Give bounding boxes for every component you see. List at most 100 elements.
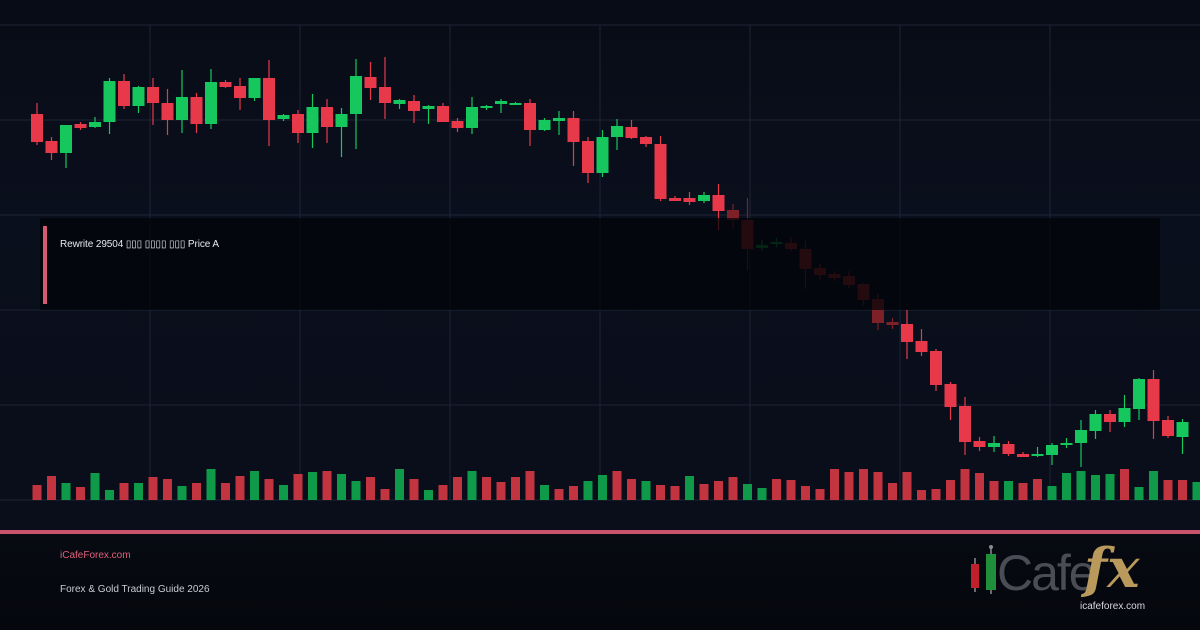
candle-body xyxy=(1162,420,1174,436)
candle-body xyxy=(190,97,203,124)
volume-bar xyxy=(830,469,839,500)
volume-bar xyxy=(1105,474,1115,500)
volume-bar xyxy=(569,486,578,500)
volume-bar xyxy=(641,481,651,500)
volume-bar xyxy=(989,481,999,500)
volume-bar xyxy=(844,472,854,500)
volume-bar xyxy=(786,480,796,500)
volume-bar xyxy=(540,485,549,500)
volume-bar xyxy=(380,489,390,500)
candle-body xyxy=(89,122,101,127)
candle-body xyxy=(495,101,507,104)
candle-body xyxy=(1017,454,1029,457)
candle-body xyxy=(234,86,246,98)
candle-body xyxy=(683,198,696,202)
candle-body xyxy=(1075,430,1087,443)
volume-bar xyxy=(177,486,187,500)
accent-divider xyxy=(0,530,1200,534)
candle-body xyxy=(321,107,333,127)
candle-body xyxy=(698,195,710,201)
candle-body xyxy=(524,103,536,130)
volume-bar xyxy=(598,475,607,500)
logo-url: icafeforex.com xyxy=(1080,601,1146,612)
candle-body xyxy=(379,87,391,103)
candle-body xyxy=(959,406,971,442)
candle-body xyxy=(1031,454,1044,456)
volume-bar xyxy=(960,469,970,500)
volume-bar xyxy=(583,481,593,500)
volume-bar xyxy=(467,471,477,500)
volume-bar xyxy=(438,485,448,500)
candle-body xyxy=(973,441,986,447)
candle-body xyxy=(640,137,652,144)
annotation-text: Rewrite 29504 ▯▯▯ ▯▯▯▯ ▯▯▯ Price A xyxy=(60,239,219,250)
candle-body xyxy=(248,78,261,98)
volume-bar xyxy=(221,483,230,500)
volume-bar xyxy=(1018,483,1028,500)
volume-bar xyxy=(554,489,564,500)
candle-body xyxy=(1176,422,1189,437)
volume-bar xyxy=(409,479,419,500)
candle-body xyxy=(1060,443,1073,445)
candle-body xyxy=(31,114,43,142)
candle-body xyxy=(1046,445,1058,455)
candle-body xyxy=(132,87,145,106)
candle-body xyxy=(437,106,449,122)
volume-bar xyxy=(47,476,56,500)
candle-body xyxy=(1089,414,1102,431)
volume-bar xyxy=(206,469,216,500)
volume-bar xyxy=(482,477,491,500)
volume-bar xyxy=(1076,471,1086,500)
volume-bar xyxy=(627,479,636,500)
candle-body xyxy=(219,82,232,87)
candle-body xyxy=(1002,444,1015,454)
candle-body xyxy=(538,120,551,130)
volume-bar xyxy=(1004,481,1013,500)
candle-body xyxy=(480,106,493,108)
volume-bar xyxy=(134,483,143,500)
candle-body xyxy=(205,82,217,124)
candle-body xyxy=(451,121,464,128)
candle-body xyxy=(350,76,362,114)
volume-bar xyxy=(424,490,433,500)
volume-bar xyxy=(511,477,520,500)
footer xyxy=(0,530,1200,630)
candle-body xyxy=(567,118,580,142)
volume-bar xyxy=(1163,480,1173,500)
volume-bar xyxy=(1192,482,1200,500)
logo-candles-icon xyxy=(971,545,996,594)
candle-body xyxy=(103,81,116,122)
logo-wordmark: Cafe xyxy=(997,545,1097,601)
volume-bar xyxy=(250,471,259,500)
candle-body xyxy=(930,351,942,385)
volume-bar xyxy=(917,490,926,500)
volume-bar xyxy=(1062,473,1071,500)
volume-bar xyxy=(148,477,158,500)
candle-body xyxy=(408,101,420,111)
candle-body xyxy=(161,103,174,120)
icafefx-logo: Cafe fx icafeforex.com xyxy=(962,536,1172,620)
volume-bar xyxy=(757,488,767,500)
annotation-overlay: Rewrite 29504 ▯▯▯ ▯▯▯▯ ▯▯▯ Price A xyxy=(40,218,1160,310)
candle-body xyxy=(45,141,58,153)
volume-bar xyxy=(1091,475,1100,500)
candle-body xyxy=(915,341,928,352)
footer-site-link[interactable]: iCafeForex.com xyxy=(60,550,131,561)
volume-bar xyxy=(308,472,317,500)
volume-bar xyxy=(931,489,941,500)
candle-body xyxy=(335,114,348,127)
volume-bar xyxy=(395,469,404,500)
volume-bar xyxy=(351,481,361,500)
volume-bar xyxy=(1178,480,1187,500)
candle-body xyxy=(147,87,159,103)
candle-body xyxy=(292,114,304,133)
logo-fx-mark: fx xyxy=(1084,536,1140,600)
volume-bar xyxy=(612,471,622,500)
volume-bar xyxy=(1149,471,1158,500)
candle-body xyxy=(1104,414,1116,422)
volume-bar xyxy=(163,479,172,500)
candle-body xyxy=(988,443,1000,447)
volume-bar xyxy=(235,476,245,500)
volume-bar xyxy=(105,490,114,500)
